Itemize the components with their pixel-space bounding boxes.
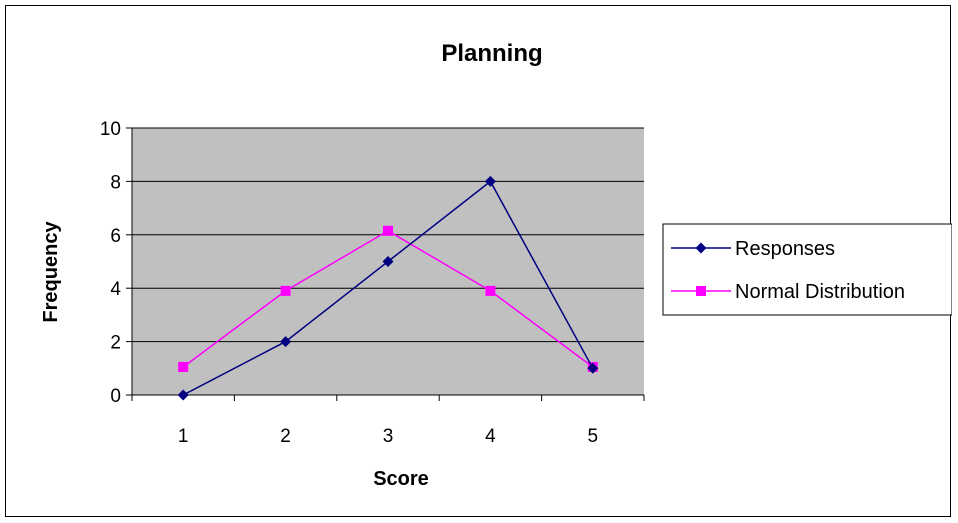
y-tick-label: 8 bbox=[110, 172, 121, 193]
axes-layer bbox=[126, 127, 645, 401]
data-point bbox=[177, 389, 189, 401]
data-point bbox=[485, 285, 496, 296]
data-point bbox=[383, 225, 393, 236]
y-tick-label: 10 bbox=[100, 119, 121, 140]
data-point bbox=[484, 175, 496, 187]
data-point bbox=[280, 336, 292, 348]
legend-entry: Normal Distribution bbox=[671, 281, 905, 303]
data-point bbox=[178, 361, 189, 372]
x-tick-label: 3 bbox=[383, 426, 394, 447]
y-tick-label: 2 bbox=[110, 333, 121, 354]
y-tick-label: 0 bbox=[110, 386, 121, 407]
legend-entry: Responses bbox=[671, 238, 835, 260]
legend-box bbox=[662, 223, 952, 316]
x-tick-label: 5 bbox=[588, 426, 599, 447]
legend-swatch-marker bbox=[695, 242, 707, 254]
y-tick-labels: 0 2 4 6 8 10 bbox=[100, 119, 122, 407]
y-tick-label: 6 bbox=[110, 226, 121, 247]
data-point bbox=[587, 362, 599, 374]
legend-label: Normal Distribution bbox=[735, 281, 905, 303]
x-tick-labels: 1 2 3 4 5 bbox=[178, 426, 598, 447]
data-point bbox=[382, 256, 394, 267]
x-axis-title: Score bbox=[373, 468, 429, 490]
legend-label: Responses bbox=[735, 238, 835, 260]
series-responses bbox=[177, 175, 599, 401]
x-tick-label: 1 bbox=[178, 426, 189, 447]
y-tick-label: 4 bbox=[110, 279, 121, 300]
chart-title: Planning bbox=[441, 40, 542, 67]
y-axis-title: Frequency bbox=[40, 221, 62, 323]
legend-entries: Responses Normal Distribution bbox=[671, 238, 905, 303]
data-point bbox=[280, 285, 291, 296]
legend-swatch-marker bbox=[696, 286, 706, 296]
series-layer bbox=[177, 175, 599, 401]
x-tick-label: 4 bbox=[485, 426, 496, 447]
legend: Responses Normal Distribution bbox=[662, 223, 952, 316]
x-tick-label: 2 bbox=[280, 426, 291, 447]
